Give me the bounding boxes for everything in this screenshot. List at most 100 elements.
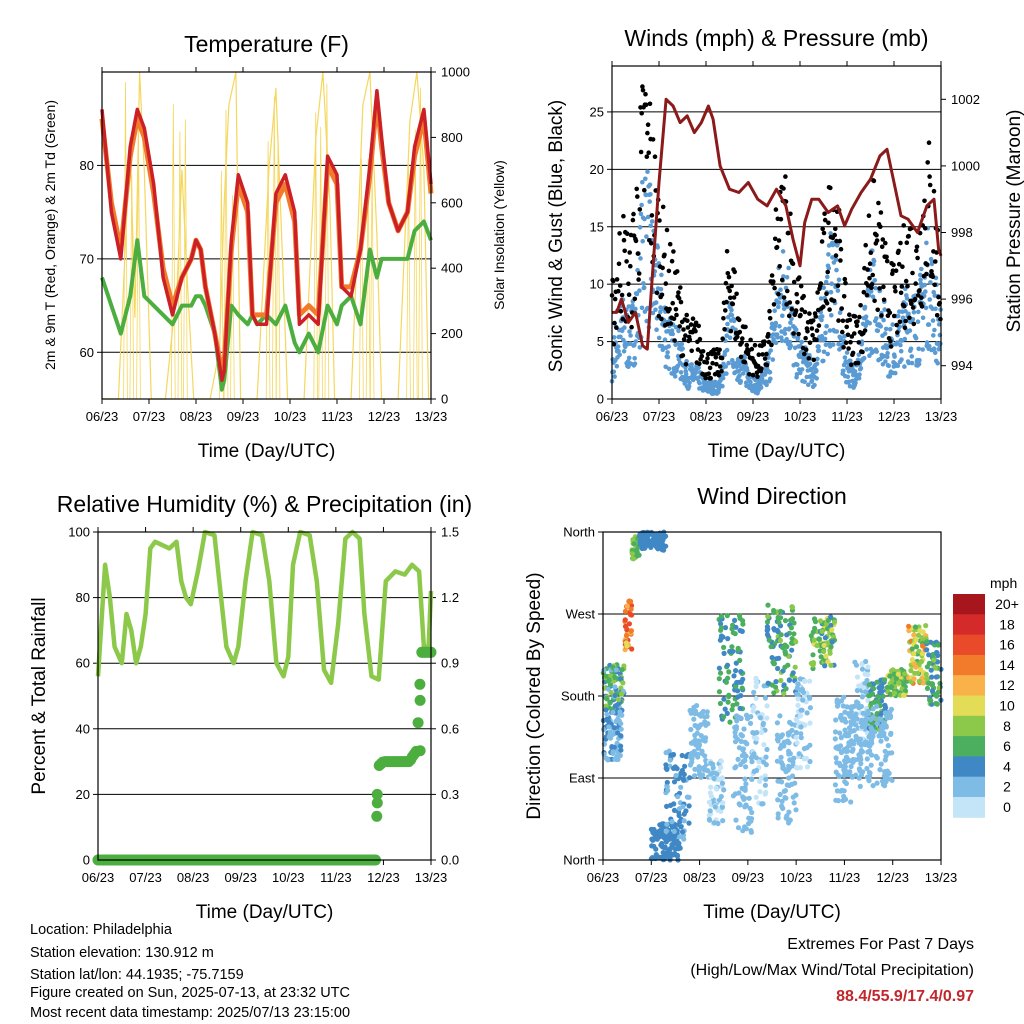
direction-point [739, 685, 745, 691]
direction-point [842, 716, 848, 722]
direction-point [612, 674, 618, 681]
gust-point [902, 325, 908, 331]
gust-point [635, 251, 641, 256]
wind-point [927, 343, 932, 349]
y-axis-label: Percent & Total Rainfall [29, 597, 50, 794]
gust-point [626, 292, 632, 298]
wind-point [731, 318, 737, 324]
direction-point [795, 696, 801, 702]
gust-point [663, 281, 669, 286]
x-tick-label: 06/23 [82, 870, 115, 885]
direction-point [774, 627, 780, 634]
gust-point [659, 316, 664, 322]
gust-point [827, 307, 832, 312]
gust-point [659, 292, 665, 298]
direction-point [773, 679, 779, 685]
direction-point [753, 675, 759, 682]
gust-point [874, 238, 880, 243]
gust-point [781, 186, 786, 191]
direction-point [762, 791, 768, 797]
plot-frame [611, 65, 942, 400]
wind-point [844, 350, 850, 355]
direction-point [726, 693, 732, 700]
gust-point [705, 356, 710, 361]
gust-point [660, 204, 666, 210]
direction-point [718, 764, 724, 771]
wind-point [782, 331, 788, 336]
direction-point [738, 738, 744, 745]
gust-point [871, 178, 877, 184]
gust-point [737, 329, 743, 335]
direction-point [924, 639, 930, 645]
wind-point [720, 383, 725, 389]
direction-point [776, 619, 782, 626]
wind-point [649, 219, 655, 224]
colorbar-swatch [953, 654, 985, 676]
wind-point [740, 371, 746, 376]
direction-point [794, 740, 800, 746]
wind-point [632, 342, 637, 348]
wind-point [637, 225, 643, 230]
wind-point [637, 345, 643, 350]
wind-point [647, 182, 653, 188]
gust-point [869, 282, 875, 287]
x-tick-label: 11/23 [829, 870, 861, 885]
direction-point [917, 628, 923, 634]
wind-point [930, 318, 936, 323]
solar-insolation-spike [313, 112, 318, 400]
direction-point [848, 763, 854, 770]
wind-point [726, 360, 731, 366]
wind-point [772, 308, 777, 314]
y-tick-label: North [563, 853, 595, 868]
direction-point [848, 720, 854, 726]
wind-point [874, 349, 879, 354]
direction-point [765, 613, 771, 619]
direction-point [775, 797, 781, 803]
direction-point [763, 762, 769, 768]
gust-point [854, 323, 860, 329]
gust-point [901, 223, 906, 228]
direction-point [811, 616, 818, 622]
gust-point [888, 339, 893, 344]
direction-point [628, 606, 634, 612]
wind-point [819, 333, 825, 339]
x-tick-label: 09/23 [227, 409, 260, 424]
direction-point [819, 628, 825, 635]
gust-point [624, 259, 629, 264]
wind-point [885, 354, 890, 360]
direction-point [723, 679, 730, 685]
direction-point [793, 764, 800, 771]
gust-point [838, 246, 844, 252]
gust-point [750, 372, 756, 378]
x-tick-label: 10/23 [272, 870, 305, 885]
gust-point [723, 308, 728, 313]
direction-point [865, 664, 871, 670]
humidity-precip-panel: 0 20 40 60 80 100 06/23 07/23 08/23 09/23 10/23 11/… [29, 491, 472, 923]
gust-point [890, 268, 896, 274]
wind-point [780, 313, 785, 319]
y-axis-label: Direction (Colored By Speed) [524, 572, 545, 819]
colorbar-label: 0 [1003, 799, 1011, 815]
y-tick-label: 15 [590, 219, 604, 234]
direction-point [856, 705, 862, 711]
x-tick-label: 06/23 [86, 409, 119, 424]
direction-point [847, 713, 853, 719]
wind-point [919, 266, 924, 272]
gust-point [840, 329, 845, 335]
direction-point [721, 714, 727, 720]
wind-point [870, 294, 876, 300]
wind-point [867, 320, 872, 326]
gust-point [903, 278, 909, 284]
direction-point [620, 680, 626, 686]
direction-point [804, 764, 811, 770]
gust-point [795, 300, 800, 305]
x-tick-label: 07/23 [129, 870, 162, 885]
wind-point [666, 366, 672, 372]
direction-point [690, 739, 696, 745]
pressure-line [612, 97, 943, 351]
direction-point [882, 748, 888, 754]
wind-point [828, 289, 834, 295]
gust-point [618, 308, 624, 314]
direction-point [735, 756, 741, 763]
wind-point [892, 354, 897, 359]
